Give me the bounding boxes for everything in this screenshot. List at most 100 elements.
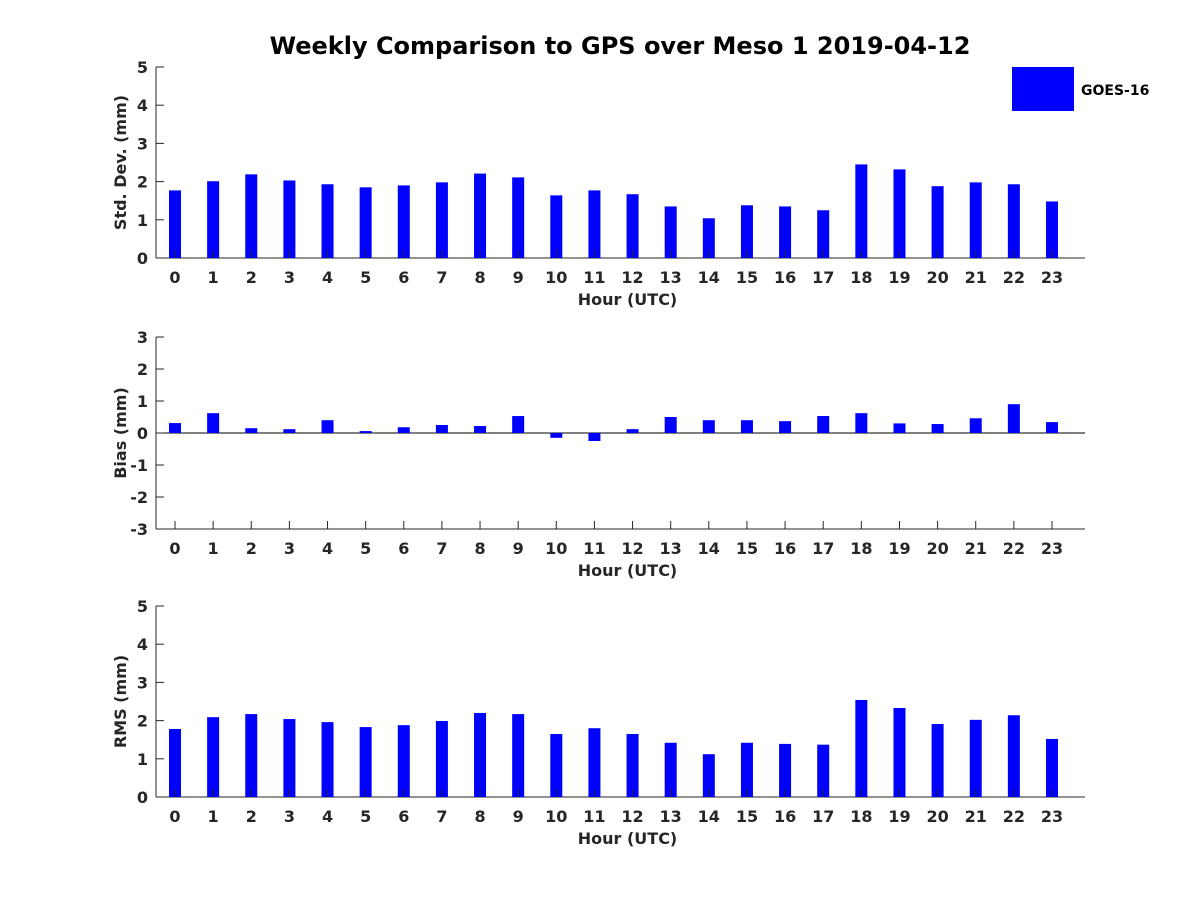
bias-bar: [588, 433, 601, 441]
rms-x-tick-label: 21: [965, 807, 987, 826]
rms-x-tick-label: 16: [774, 807, 796, 826]
std-dev-bar: [702, 218, 715, 258]
std-dev-y-axis-label: Std. Dev. (mm): [111, 95, 130, 230]
std-dev-bar: [588, 190, 601, 258]
bias-bar: [969, 418, 982, 433]
rms-x-tick-label: 10: [545, 807, 567, 826]
rms-bar: [1045, 738, 1058, 797]
std-dev-bar: [283, 180, 296, 258]
bias-x-tick-label: 9: [513, 539, 524, 558]
legend-label: GOES-16: [1081, 83, 1149, 99]
rms-x-tick-label: 13: [660, 807, 682, 826]
bias-x-tick-label: 1: [208, 539, 219, 558]
bias-bar: [512, 416, 525, 433]
bias-x-tick-label: 19: [888, 539, 910, 558]
std-dev-x-tick-label: 21: [965, 268, 987, 287]
bias-x-tick-label: 12: [621, 539, 643, 558]
rms-bar: [817, 744, 830, 797]
rms-y-axis-label: RMS (mm): [111, 655, 130, 748]
std-dev-bar: [969, 182, 982, 258]
rms-bar: [740, 742, 753, 797]
std-dev-x-tick-label: 6: [398, 268, 409, 287]
std-dev-x-tick-label: 17: [812, 268, 834, 287]
rms-bar: [207, 717, 220, 797]
std-dev-bar: [435, 182, 448, 258]
std-dev-bar: [207, 181, 220, 258]
rms-x-tick-label: 23: [1041, 807, 1063, 826]
std-dev-bar: [550, 195, 563, 258]
bias-x-tick-label: 15: [736, 539, 758, 558]
std-dev-bar: [359, 187, 372, 258]
rms-bar: [588, 728, 601, 797]
std-dev-x-tick-label: 2: [246, 268, 257, 287]
rms-y-tick-label: 4: [137, 635, 148, 654]
bias-x-tick-label: 5: [360, 539, 371, 558]
rms-x-tick-label: 11: [583, 807, 605, 826]
legend: GOES-16: [1012, 67, 1149, 111]
rms-x-tick-label: 0: [169, 807, 180, 826]
std-dev-x-tick-label: 12: [621, 268, 643, 287]
rms-bar: [245, 714, 258, 797]
rms-y-tick-label: 0: [137, 788, 148, 807]
rms-x-tick-label: 2: [246, 807, 257, 826]
rms-x-tick-label: 15: [736, 807, 758, 826]
std-dev-bar: [626, 194, 639, 258]
std-dev-bar: [1045, 201, 1058, 258]
rms-bar: [169, 729, 181, 797]
bias-bar: [397, 427, 410, 433]
rms-bar: [931, 724, 944, 797]
bias-x-tick-label: 14: [698, 539, 720, 558]
std-dev-x-tick-label: 10: [545, 268, 567, 287]
bias-bar: [321, 420, 334, 433]
rms-bar: [893, 707, 906, 797]
rms-x-tick-label: 20: [926, 807, 948, 826]
std-dev-bar: [740, 205, 753, 258]
rms-bar: [359, 727, 372, 797]
bias-x-tick-label: 11: [583, 539, 605, 558]
std-dev-bar: [779, 206, 792, 258]
std-dev-y-tick-label: 0: [137, 249, 148, 268]
bias-bar: [435, 425, 448, 433]
rms-x-tick-label: 3: [284, 807, 295, 826]
std-dev-y-tick-label: 4: [137, 96, 148, 115]
rms-bar: [397, 725, 410, 797]
rms-x-tick-label: 17: [812, 807, 834, 826]
bias-x-tick-label: 17: [812, 539, 834, 558]
std-dev-bar: [664, 206, 677, 258]
rms-bar: [779, 743, 792, 797]
rms-x-tick-label: 7: [436, 807, 447, 826]
rms-x-tick-label: 22: [1003, 807, 1025, 826]
std-dev-x-axis-label: Hour (UTC): [578, 290, 678, 309]
std-dev-bar: [321, 184, 334, 258]
std-dev-bar: [893, 169, 906, 258]
rms-bar: [474, 712, 487, 797]
std-dev-x-tick-label: 11: [583, 268, 605, 287]
rms-x-tick-label: 8: [474, 807, 485, 826]
std-dev-x-tick-label: 22: [1003, 268, 1025, 287]
rms-x-tick-label: 5: [360, 807, 371, 826]
bias-x-tick-label: 0: [169, 539, 180, 558]
bias-bar: [817, 416, 830, 433]
rms-y-tick-label: 1: [137, 750, 148, 769]
std-dev-y-tick-label: 3: [137, 134, 148, 153]
rms-bar: [321, 722, 334, 797]
bias-bar: [740, 420, 753, 433]
rms-bar: [969, 719, 982, 797]
bias-x-tick-label: 4: [322, 539, 333, 558]
bias-y-tick-label: 2: [137, 360, 148, 379]
std-dev-bar: [931, 186, 944, 258]
rms-x-tick-label: 6: [398, 807, 409, 826]
std-dev-y-tick-label: 5: [137, 58, 148, 77]
rms-bar: [283, 719, 296, 797]
std-dev-x-tick-label: 18: [850, 268, 872, 287]
bias-y-tick-label: 3: [137, 328, 148, 347]
std-dev-x-tick-label: 8: [474, 268, 485, 287]
std-dev-x-tick-label: 5: [360, 268, 371, 287]
bias-bar: [550, 433, 563, 438]
bias-bar: [893, 423, 906, 433]
bias-x-tick-label: 20: [926, 539, 948, 558]
bias-y-tick-label: 1: [137, 392, 148, 411]
rms-bar: [702, 754, 715, 797]
